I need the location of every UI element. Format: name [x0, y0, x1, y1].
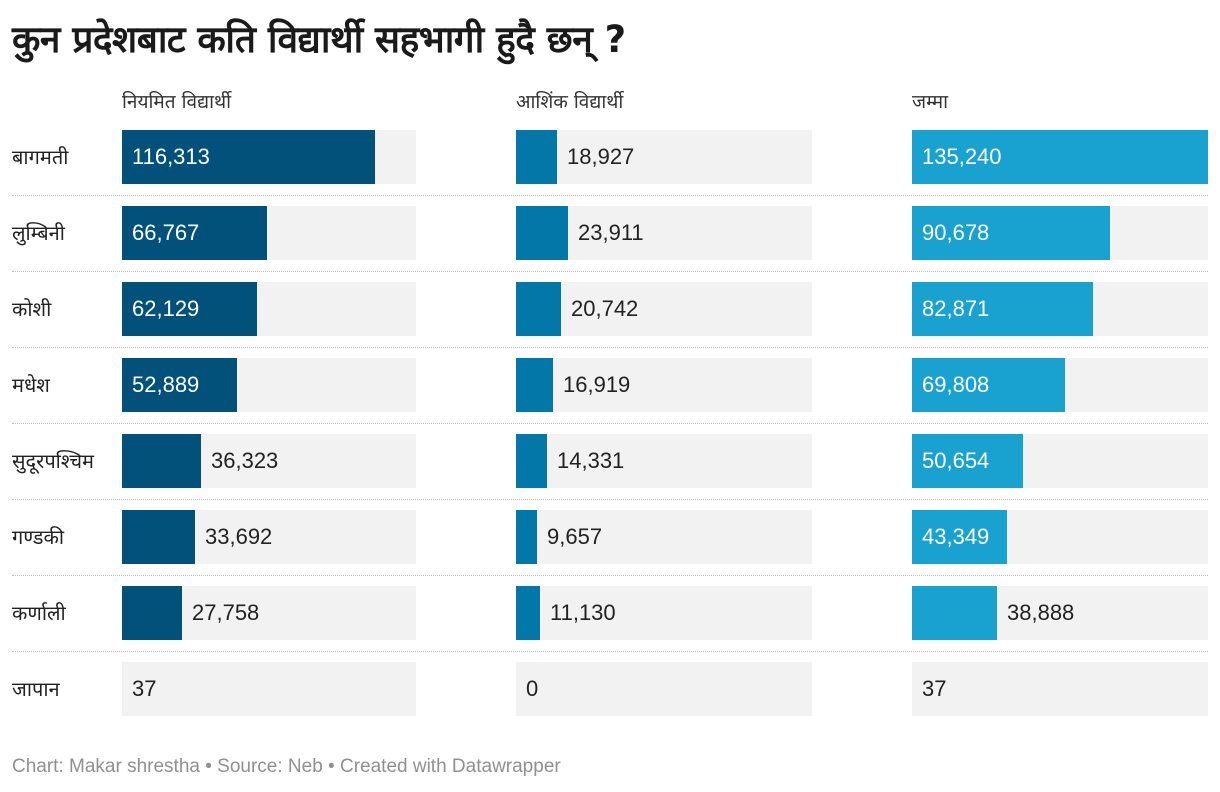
bar-total: [912, 510, 1007, 564]
bar-partial: [516, 206, 568, 260]
bar-total: [912, 434, 1023, 488]
bar-partial: [516, 510, 537, 564]
value-label-total: 37: [922, 676, 947, 701]
value-label-partial: 16,919: [563, 372, 631, 397]
bar-partial: [516, 130, 557, 184]
bar-background: [912, 662, 1208, 716]
value-label-partial: 0: [526, 676, 539, 701]
chart-title: कुन प्रदेशबाट कति विद्यार्थी सहभागी हुदै…: [12, 18, 626, 61]
value-label-regular: 33,692: [205, 524, 273, 549]
bar-regular: [122, 130, 375, 184]
value-label-total: 50,654: [922, 448, 990, 473]
value-label-partial: 20,742: [571, 296, 639, 321]
value-label-regular: 36,323: [211, 448, 279, 473]
bar-partial: [516, 586, 540, 640]
column-header-total: जम्मा: [912, 91, 949, 113]
row-label: सुदूरपश्चिम: [12, 449, 95, 473]
value-label-regular: 37: [132, 676, 157, 701]
chart-footer: Chart: Makar shrestha • Source: Neb • Cr…: [12, 756, 561, 777]
row-label: बागमती: [12, 145, 69, 169]
bar-background: [516, 662, 812, 716]
bar-background: [516, 510, 812, 564]
value-label-total: 38,888: [1007, 600, 1075, 625]
bar-regular: [122, 282, 257, 336]
value-label-total: 82,871: [922, 296, 990, 321]
bar-background: [122, 662, 416, 716]
row-separator: [12, 575, 1208, 576]
row-label: कर्णाली: [12, 601, 66, 625]
row-separator: [12, 347, 1208, 348]
column-header-regular: नियमित विद्यार्थी: [122, 91, 232, 113]
bar-background: [516, 282, 812, 336]
bar-total: [912, 282, 1093, 336]
bar-partial: [516, 358, 553, 412]
value-label-partial: 11,130: [550, 600, 616, 625]
bar-background: [516, 358, 812, 412]
bar-partial: [516, 434, 547, 488]
value-label-partial: 23,911: [578, 220, 644, 245]
value-label-partial: 9,657: [547, 524, 603, 549]
value-label-regular: 66,767: [132, 220, 200, 245]
bar-regular: [122, 358, 237, 412]
row-label: कोशी: [12, 297, 52, 321]
value-label-regular: 52,889: [132, 372, 200, 397]
bar-background: [516, 586, 812, 640]
bar-background: [516, 130, 812, 184]
value-label-total: 90,678: [922, 220, 990, 245]
bar-background: [516, 434, 812, 488]
value-label-partial: 18,927: [567, 144, 635, 169]
row-separator: [12, 271, 1208, 272]
bar-regular: [122, 586, 182, 640]
row-label: लुम्बिनी: [12, 221, 65, 245]
value-label-regular: 116,313: [132, 144, 210, 169]
bar-total: [912, 358, 1065, 412]
row-separator: [12, 195, 1208, 196]
bar-regular: [122, 206, 267, 260]
value-label-total: 135,240: [922, 144, 1002, 169]
bar-partial: [516, 282, 561, 336]
row-label: मधेश: [12, 373, 50, 397]
bar-total: [912, 586, 997, 640]
row-separator: [12, 499, 1208, 500]
bar-total: [912, 206, 1110, 260]
row-label: गण्डकी: [12, 525, 64, 549]
bar-regular: [122, 434, 201, 488]
value-label-regular: 62,129: [132, 296, 200, 321]
row-separator: [12, 423, 1208, 424]
value-label-partial: 14,331: [557, 448, 625, 473]
row-label: जापान: [12, 677, 60, 701]
value-label-total: 69,808: [922, 372, 990, 397]
column-header-partial: आशिंक विद्यार्थी: [516, 91, 624, 113]
bar-total: [912, 130, 1208, 184]
bar-regular: [122, 510, 195, 564]
row-separator: [12, 651, 1208, 652]
value-label-total: 43,349: [922, 524, 990, 549]
value-label-regular: 27,758: [192, 600, 260, 625]
